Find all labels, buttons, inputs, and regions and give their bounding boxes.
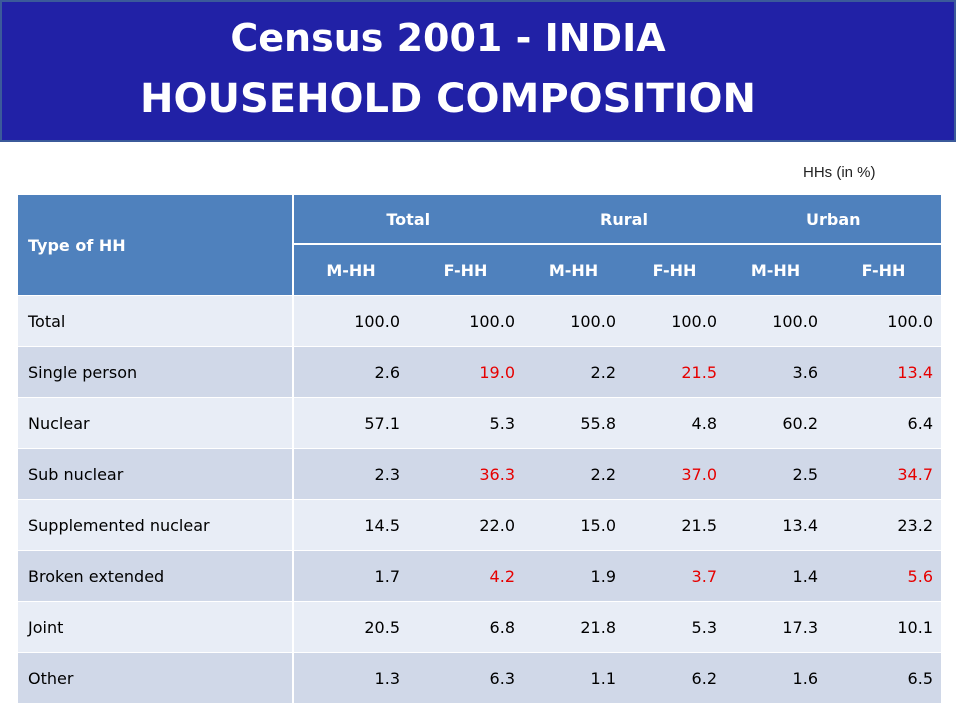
cell-total-fhh: 100.0 bbox=[408, 295, 523, 347]
table-row: Broken extended 1.7 4.2 1.9 3.7 1.4 5.6 bbox=[18, 550, 941, 602]
cell-total-mhh: 1.7 bbox=[293, 550, 408, 602]
subheader-rural-fhh: F-HH bbox=[624, 244, 725, 296]
cell-rural-mhh: 100.0 bbox=[523, 295, 624, 347]
cell-urban-mhh: 3.6 bbox=[725, 346, 826, 398]
subheader-total-fhh: F-HH bbox=[408, 244, 523, 296]
household-composition-table: Type of HH Total Rural Urban M-HH F-HH M… bbox=[18, 195, 941, 703]
table-row: Sub nuclear 2.3 36.3 2.2 37.0 2.5 34.7 bbox=[18, 448, 941, 500]
group-header-total: Total bbox=[292, 195, 523, 245]
cell-urban-mhh: 60.2 bbox=[725, 397, 826, 449]
cell-urban-mhh: 17.3 bbox=[725, 601, 826, 653]
cell-rural-mhh: 15.0 bbox=[523, 499, 624, 551]
cell-rural-fhh: 3.7 bbox=[624, 550, 725, 602]
row-label: Joint bbox=[18, 601, 294, 653]
cell-total-mhh: 14.5 bbox=[293, 499, 408, 551]
cell-total-mhh: 57.1 bbox=[293, 397, 408, 449]
subheader-total-mhh: M-HH bbox=[293, 244, 408, 296]
row-label: Supplemented nuclear bbox=[18, 499, 294, 551]
cell-rural-fhh: 5.3 bbox=[624, 601, 725, 653]
cell-total-mhh: 2.6 bbox=[293, 346, 408, 398]
row-label: Total bbox=[18, 295, 294, 347]
cell-total-fhh: 4.2 bbox=[408, 550, 523, 602]
cell-rural-mhh: 2.2 bbox=[523, 448, 624, 500]
cell-urban-mhh: 1.4 bbox=[725, 550, 826, 602]
cell-rural-fhh: 4.8 bbox=[624, 397, 725, 449]
cell-urban-mhh: 1.6 bbox=[725, 652, 826, 703]
table-row: Joint 20.5 6.8 21.8 5.3 17.3 10.1 bbox=[18, 601, 941, 653]
group-header-rural: Rural bbox=[522, 195, 725, 245]
cell-urban-fhh: 100.0 bbox=[826, 295, 941, 347]
cell-urban-mhh: 2.5 bbox=[725, 448, 826, 500]
cell-total-mhh: 100.0 bbox=[293, 295, 408, 347]
table-row: Other 1.3 6.3 1.1 6.2 1.6 6.5 bbox=[18, 652, 941, 703]
cell-urban-fhh: 23.2 bbox=[826, 499, 941, 551]
cell-rural-mhh: 55.8 bbox=[523, 397, 624, 449]
subheader-urban-fhh: F-HH bbox=[826, 244, 941, 296]
cell-rural-fhh: 6.2 bbox=[624, 652, 725, 703]
cell-urban-fhh: 34.7 bbox=[826, 448, 941, 500]
table-body: Total 100.0 100.0 100.0 100.0 100.0 100.0 Singl… bbox=[18, 295, 941, 703]
cell-total-fhh: 6.3 bbox=[408, 652, 523, 703]
subheader-urban-mhh: M-HH bbox=[725, 244, 826, 296]
title-banner: Census 2001 - INDIA HOUSEHOLD COMPOSITIO… bbox=[0, 0, 956, 142]
subheader-rural-mhh: M-HH bbox=[523, 244, 624, 296]
cell-rural-mhh: 1.1 bbox=[523, 652, 624, 703]
cell-rural-mhh: 2.2 bbox=[523, 346, 624, 398]
row-label: Other bbox=[18, 652, 294, 703]
table-row: Total 100.0 100.0 100.0 100.0 100.0 100.0 bbox=[18, 295, 941, 347]
cell-total-mhh: 20.5 bbox=[293, 601, 408, 653]
page-title: Census 2001 - INDIA bbox=[230, 16, 666, 60]
cell-rural-fhh: 21.5 bbox=[624, 499, 725, 551]
cell-urban-fhh: 6.4 bbox=[826, 397, 941, 449]
page-subtitle: HOUSEHOLD COMPOSITION bbox=[139, 76, 756, 122]
cell-rural-fhh: 100.0 bbox=[624, 295, 725, 347]
row-label: Sub nuclear bbox=[18, 448, 294, 500]
cell-total-mhh: 1.3 bbox=[293, 652, 408, 703]
type-of-hh-header: Type of HH bbox=[18, 195, 294, 296]
cell-rural-fhh: 37.0 bbox=[624, 448, 725, 500]
table-row: Nuclear 57.1 5.3 55.8 4.8 60.2 6.4 bbox=[18, 397, 941, 449]
cell-urban-fhh: 5.6 bbox=[826, 550, 941, 602]
cell-urban-fhh: 13.4 bbox=[826, 346, 941, 398]
cell-rural-mhh: 1.9 bbox=[523, 550, 624, 602]
table-row: Supplemented nuclear 14.5 22.0 15.0 21.5 13.4… bbox=[18, 499, 941, 551]
cell-total-fhh: 6.8 bbox=[408, 601, 523, 653]
cell-total-fhh: 22.0 bbox=[408, 499, 523, 551]
cell-total-fhh: 5.3 bbox=[408, 397, 523, 449]
row-label: Single person bbox=[18, 346, 294, 398]
cell-total-mhh: 2.3 bbox=[293, 448, 408, 500]
cell-urban-mhh: 13.4 bbox=[725, 499, 826, 551]
row-label: Broken extended bbox=[18, 550, 294, 602]
group-header-urban: Urban bbox=[724, 195, 941, 245]
cell-urban-fhh: 6.5 bbox=[826, 652, 941, 703]
cell-urban-fhh: 10.1 bbox=[826, 601, 941, 653]
cell-urban-mhh: 100.0 bbox=[725, 295, 826, 347]
cell-total-fhh: 19.0 bbox=[408, 346, 523, 398]
unit-note: HHs (in %) bbox=[803, 164, 876, 181]
cell-rural-mhh: 21.8 bbox=[523, 601, 624, 653]
row-label: Nuclear bbox=[18, 397, 294, 449]
table-row: Single person 2.6 19.0 2.2 21.5 3.6 13.4 bbox=[18, 346, 941, 398]
cell-rural-fhh: 21.5 bbox=[624, 346, 725, 398]
cell-total-fhh: 36.3 bbox=[408, 448, 523, 500]
